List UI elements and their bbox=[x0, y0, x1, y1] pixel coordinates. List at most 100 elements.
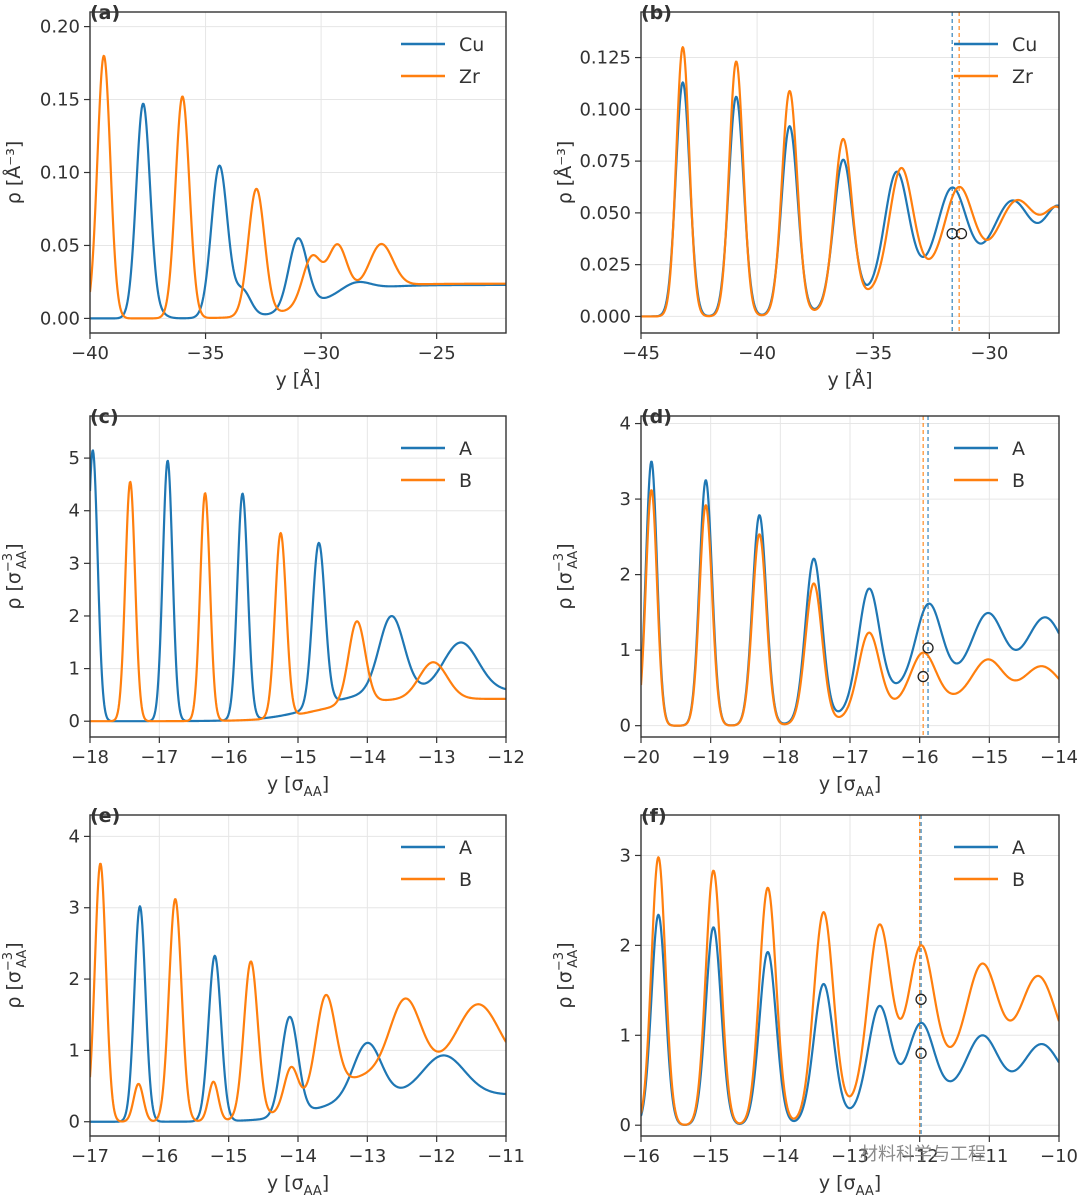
y-tick-label: 0.10 bbox=[40, 163, 80, 184]
y-tick-label: 3 bbox=[620, 489, 631, 510]
watermark-text: 材料科学与工程 bbox=[860, 1144, 986, 1165]
x-tick-label: −12 bbox=[901, 1146, 939, 1167]
y-tick-label: 0 bbox=[620, 716, 631, 737]
plot-frame bbox=[640, 11, 1060, 334]
y-tick-label: 2 bbox=[620, 935, 631, 956]
panel-e: −17 −16 −15 −14 −13 −12 −11 0 1 2 3 4 y [σAA] ρ [σ−3A… bbox=[1, 805, 525, 1196]
y-tick-label: 0.075 bbox=[579, 151, 631, 172]
y-tick-label: 1 bbox=[620, 1025, 631, 1046]
x-axis-label: y [σAA] bbox=[819, 773, 881, 800]
x-tick-label: −35 bbox=[187, 343, 225, 364]
panel-f: −16 −15 −14 −13 −12 −11 −10 0 1 2 3 y [σAA] ρ [σ−3AA… bbox=[552, 805, 1078, 1196]
legend-label-A: A bbox=[1012, 438, 1025, 460]
y-tick-label: 0.025 bbox=[579, 255, 631, 276]
intersection-marker bbox=[915, 1047, 927, 1059]
x-tick-label: −18 bbox=[71, 747, 109, 768]
x-axis-label: y [Å] bbox=[275, 368, 320, 391]
panel-d: −20 −19 −18 −17 −16 −15 −14 0 1 2 3 4 y [σAA] ρ [σ−3A… bbox=[552, 406, 1078, 800]
x-tick-label: −15 bbox=[210, 1146, 248, 1167]
panel-label: (b) bbox=[641, 2, 672, 24]
panel-b: −45 −40 −35 −30 0.000 0.025 0.050 0.075 0.100 0.1… bbox=[553, 2, 1060, 391]
y-tick-label: 0 bbox=[69, 1112, 80, 1133]
x-tick-label: −10 bbox=[1040, 1146, 1078, 1167]
series-line-A bbox=[90, 449, 506, 723]
x-tick-label: −14 bbox=[1040, 747, 1078, 768]
x-tick-label: −19 bbox=[692, 747, 730, 768]
x-tick-label: −16 bbox=[210, 747, 248, 768]
y-tick-label: 0.05 bbox=[40, 235, 80, 256]
x-tick-label: −11 bbox=[970, 1146, 1008, 1167]
y-tick-label: 0.15 bbox=[40, 90, 80, 111]
x-tick-label: −12 bbox=[418, 1146, 456, 1167]
x-tick-label: −30 bbox=[970, 343, 1008, 364]
x-tick-label: −45 bbox=[622, 343, 660, 364]
series-line-Cu bbox=[641, 81, 1059, 318]
intersection-marker bbox=[922, 642, 934, 654]
y-tick-label: 3 bbox=[620, 845, 631, 866]
x-axis-label: y [σAA] bbox=[267, 773, 329, 800]
intersection-marker bbox=[917, 670, 929, 683]
legend-label-Cu: Cu bbox=[459, 34, 484, 56]
y-tick-label: 4 bbox=[69, 826, 80, 847]
x-tick-label: −40 bbox=[71, 343, 109, 364]
panel-a: −40 −35 −30 −25 0.00 0.05 0.10 0.15 0.20 y [Å] ρ [… bbox=[2, 2, 507, 391]
x-tick-label: −20 bbox=[622, 747, 660, 768]
y-tick-label: 5 bbox=[69, 448, 80, 469]
x-tick-label: −15 bbox=[692, 1146, 730, 1167]
panel-label: (a) bbox=[90, 2, 120, 24]
x-tick-label: −15 bbox=[279, 747, 317, 768]
x-tick-label: −14 bbox=[279, 1146, 317, 1167]
y-tick-label: 3 bbox=[69, 898, 80, 919]
series-group bbox=[641, 460, 1059, 727]
x-axis-label: y [σAA] bbox=[267, 1172, 329, 1196]
x-tick-label: −17 bbox=[140, 747, 178, 768]
x-tick-label: −13 bbox=[831, 1146, 869, 1167]
y-tick-label: 0 bbox=[69, 711, 80, 732]
legend-label-B: B bbox=[459, 869, 472, 891]
panel-label: (f) bbox=[641, 805, 667, 827]
x-tick-label: −30 bbox=[302, 343, 340, 364]
legend-label-A: A bbox=[1012, 837, 1025, 859]
x-tick-label: −25 bbox=[418, 343, 456, 364]
series-group bbox=[90, 449, 506, 723]
x-tick-label: −16 bbox=[622, 1146, 660, 1167]
legend-label-Cu: Cu bbox=[1012, 34, 1037, 56]
y-tick-label: 0.20 bbox=[40, 17, 80, 38]
x-tick-label: −13 bbox=[348, 1146, 386, 1167]
y-tick-label: 1 bbox=[620, 640, 631, 661]
x-tick-label: −14 bbox=[348, 747, 386, 768]
intersection-marker bbox=[915, 993, 927, 1005]
intersection-marker bbox=[946, 227, 958, 240]
series-line-A bbox=[90, 905, 506, 1123]
x-tick-label: −40 bbox=[738, 343, 776, 364]
legend-label-B: B bbox=[1012, 470, 1025, 492]
x-tick-label: −13 bbox=[418, 747, 456, 768]
y-tick-label: 0.00 bbox=[40, 308, 80, 329]
y-tick-label: 1 bbox=[69, 1040, 80, 1061]
y-tick-label: 4 bbox=[620, 414, 631, 435]
legend-label-Zr: Zr bbox=[1012, 66, 1033, 88]
series-line-B bbox=[90, 480, 506, 723]
y-tick-label: 0.000 bbox=[579, 306, 631, 327]
y-tick-label: 0.050 bbox=[579, 203, 631, 224]
x-tick-label: −18 bbox=[761, 747, 799, 768]
series-group bbox=[641, 46, 1059, 318]
x-tick-label: −16 bbox=[140, 1146, 178, 1167]
y-tick-label: 2 bbox=[620, 565, 631, 586]
legend-label-Zr: Zr bbox=[459, 66, 480, 88]
y-tick-label: 2 bbox=[69, 969, 80, 990]
series-group bbox=[641, 856, 1059, 1126]
legend-label-B: B bbox=[1012, 869, 1025, 891]
y-tick-label: 0.125 bbox=[579, 48, 631, 69]
y-tick-label: 2 bbox=[69, 606, 80, 627]
panel-c: −18 −17 −16 −15 −14 −13 −12 0 1 2 3 4 5 y [σAA] ρ [σ−3… bbox=[1, 406, 525, 800]
y-axis-label: ρ [σ−3AA] bbox=[1, 543, 30, 609]
series-line-Zr bbox=[641, 46, 1059, 318]
x-tick-label: −17 bbox=[831, 747, 869, 768]
series-group bbox=[90, 862, 506, 1123]
x-tick-label: −11 bbox=[487, 1146, 525, 1167]
legend-label-B: B bbox=[459, 470, 472, 492]
y-axis-label: ρ [Å⁻³] bbox=[553, 141, 576, 205]
panel-label: (d) bbox=[641, 406, 672, 428]
